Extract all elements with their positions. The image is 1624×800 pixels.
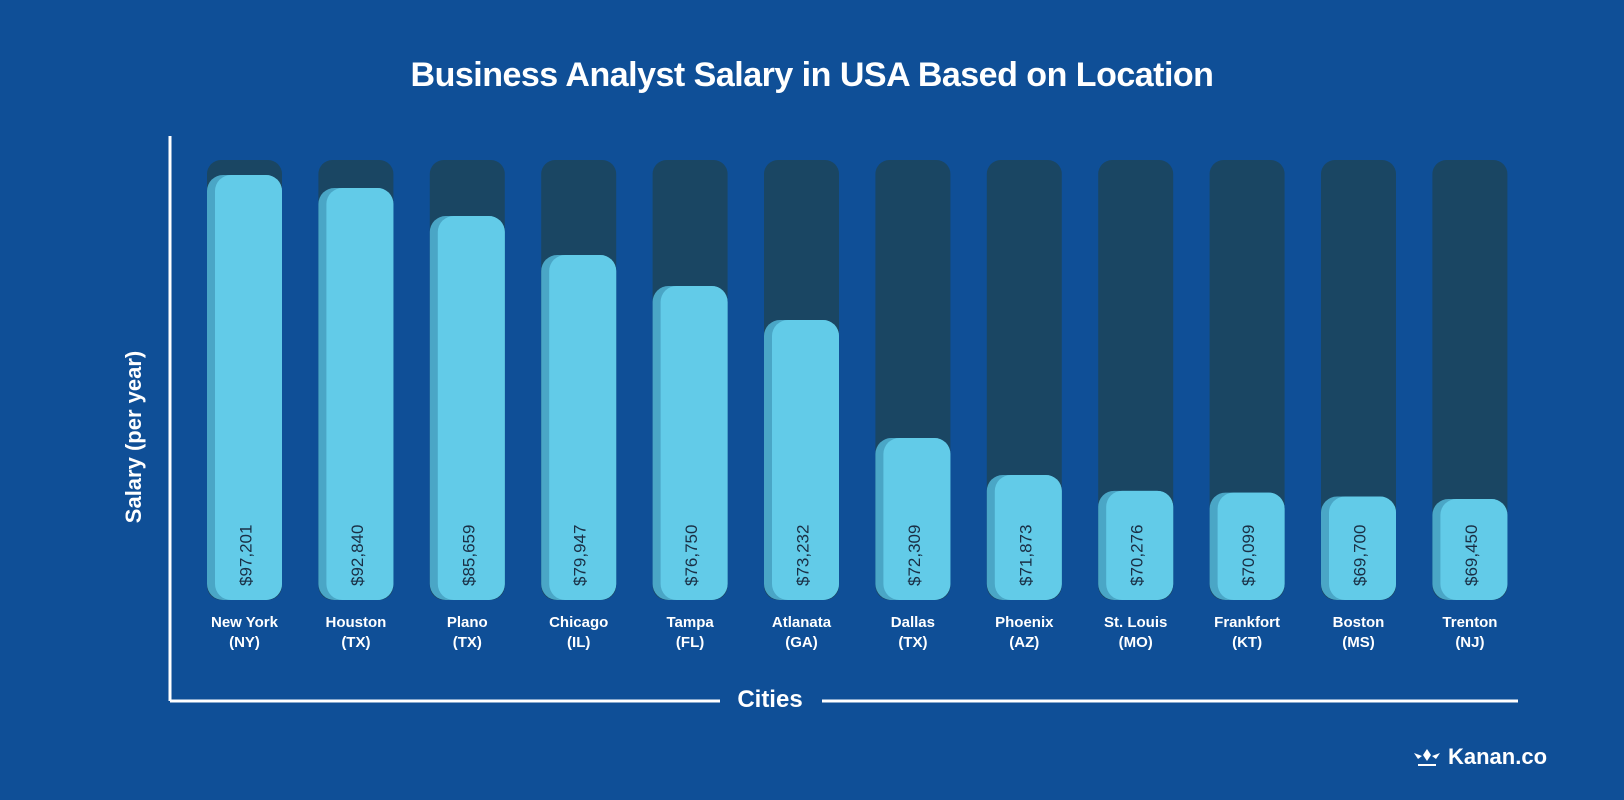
bars: $97,201 $92,840 $85,659 $79,947 $76,750 $73,2… [207,160,1508,600]
category-label: Plano [447,614,488,631]
category-label: Phoenix [995,614,1054,631]
bar-track [1432,160,1508,600]
category-state-label: (TX) [341,634,370,651]
category-label: New York [211,614,279,631]
kanan-logo-icon [1414,749,1440,766]
bar-value-label: $73,232 [794,525,813,586]
category-state-label: (AZ) [1009,634,1039,651]
bar [660,285,728,600]
category-state-label: (KT) [1232,634,1262,651]
bar [1217,492,1285,600]
category-label: Tampa [666,614,714,631]
bar-track [1098,160,1174,600]
bar-value-label: $69,700 [1351,525,1370,586]
bar [1106,490,1174,600]
bar-value-label: $97,201 [237,525,256,586]
category-state-label: (TX) [453,634,482,651]
bar-value-label: $79,947 [571,525,590,586]
category-label: Atlanata [772,614,832,631]
bar [994,475,1062,600]
bar-value-label: $85,659 [459,525,478,586]
category-state-label: (IL) [567,634,590,651]
chart-title: Business Analyst Salary in USA Based on … [410,56,1214,94]
category-state-label: (GA) [785,634,818,651]
bar [1329,496,1396,600]
category-label: St. Louis [1104,614,1167,631]
axes [168,136,1518,703]
bar [1440,499,1508,600]
bar-value-label: $70,099 [1239,525,1258,586]
bar-value-label: $72,309 [905,525,924,586]
bar [326,188,394,600]
bar [437,216,505,600]
category-label: Boston [1333,614,1385,631]
x-axis-label: Cities [720,686,820,714]
category-label: Trenton [1442,614,1497,631]
bar-value-label: $70,276 [1128,525,1147,586]
category-state-label: (MO) [1119,634,1153,651]
brand-logo: Kanan.co [1412,744,1547,770]
category-label: Frankfort [1214,614,1280,631]
bar [883,438,951,600]
category-state-label: (NJ) [1455,634,1484,651]
bar [772,320,839,600]
category-label: Houston [325,614,386,631]
category-label: Chicago [549,614,608,631]
bar-value-label: $92,840 [348,525,367,586]
bar-track [1209,160,1285,600]
bar-value-label: $76,750 [682,525,701,586]
bar-track [1321,160,1396,600]
category-state-label: (FL) [676,634,704,651]
bar-value-label: $69,450 [1462,525,1481,586]
bar-value-label: $71,873 [1016,525,1035,586]
bar [215,175,282,600]
bar [549,255,617,600]
category-state-label: (NY) [229,634,260,651]
category-label: Dallas [891,614,935,631]
brand-name: Kanan.co [1448,744,1548,769]
y-axis-label: Salary (per year) [121,350,146,524]
category-state-label: (TX) [898,634,927,651]
category-state-label: (MS) [1342,634,1375,651]
category-labels: New York (NY) Houston (TX) Plano (TX) Chicago (… [211,614,1497,651]
